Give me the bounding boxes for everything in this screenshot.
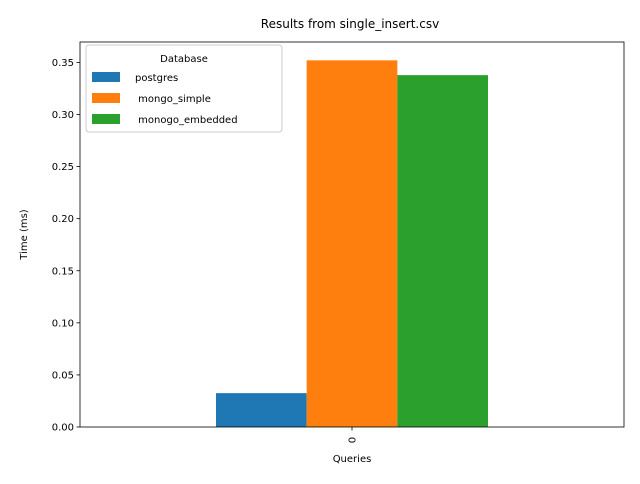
y-tick-label: 0.30 (52, 110, 74, 121)
y-tick-label: 0.05 (52, 370, 74, 381)
legend-box (85, 44, 283, 133)
y-tick-label: 0.35 (52, 58, 74, 69)
y-tick-label: 0.15 (52, 266, 74, 277)
bar-mongo-simple (306, 60, 398, 427)
legend-title: Database (160, 54, 208, 65)
chart-title: Results from single_insert.csv (261, 17, 439, 31)
y-axis-label: Time (ms) (19, 209, 30, 261)
legend-swatch (92, 114, 120, 124)
legend-entry: monogo_embedded (135, 115, 238, 126)
x-tick-label: 0 (348, 437, 359, 443)
x-axis-ticks: 0 (348, 427, 359, 443)
legend-swatch (92, 72, 120, 82)
bar-postgres (216, 393, 307, 427)
bars-layer (216, 60, 488, 427)
plot-frame (79, 41, 625, 428)
y-tick-label: 0.25 (52, 162, 74, 173)
legend: Database postgres mongo_simple monogo_emb… (85, 44, 283, 133)
legend-swatch (92, 93, 120, 103)
x-axis-label: Queries (333, 454, 372, 465)
y-tick-label: 0.00 (52, 423, 74, 434)
legend-entry: mongo_simple (135, 94, 211, 105)
bar-monogo-embedded (397, 75, 488, 427)
y-tick-label: 0.20 (52, 214, 74, 225)
legend-entry: postgres (135, 73, 178, 84)
y-tick-label: 0.10 (52, 318, 74, 329)
y-axis-ticks: 0.00 0.05 0.10 0.15 0.20 0.25 0.30 0.35 (52, 58, 80, 434)
